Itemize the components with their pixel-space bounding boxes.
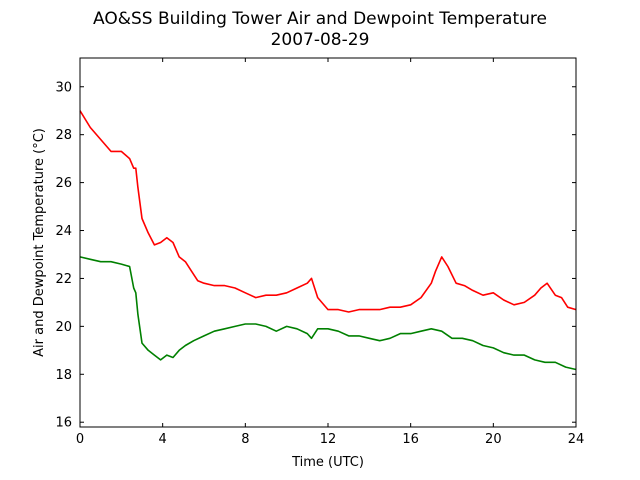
- y-tick-label: 18: [55, 368, 72, 383]
- series-line-0: [79, 110, 577, 313]
- x-axis-label: Time (UTC): [291, 455, 364, 470]
- x-tick-label: 16: [402, 432, 419, 447]
- y-tick-label: 20: [55, 320, 72, 335]
- x-tick-label: 8: [241, 432, 249, 447]
- chart-subtitle: 2007-08-29: [271, 30, 370, 50]
- y-tick-label: 30: [55, 80, 72, 95]
- plot-frame: [79, 57, 577, 428]
- series-layer: [79, 110, 577, 371]
- x-tick-label: 24: [568, 432, 585, 447]
- y-tick-label: 16: [55, 416, 72, 431]
- x-tick-label: 20: [485, 432, 502, 447]
- x-tick-label: 4: [159, 432, 167, 447]
- y-tick-label: 28: [55, 128, 72, 143]
- y-tick-label: 26: [55, 176, 72, 191]
- y-axis-label: Air and Dewpoint Temperature (°C): [32, 128, 47, 357]
- y-tick-label: 22: [55, 272, 72, 287]
- y-ticks: 16 18 20 22 24 26 28 30: [55, 80, 576, 431]
- y-tick-label: 24: [55, 224, 72, 239]
- series-line-1: [79, 256, 577, 371]
- x-ticks: 0 4 8 12 16 20 24: [76, 58, 584, 447]
- x-tick-label: 12: [320, 432, 337, 447]
- x-tick-label: 0: [76, 432, 84, 447]
- chart-title: AO&SS Building Tower Air and Dewpoint Te…: [93, 9, 547, 29]
